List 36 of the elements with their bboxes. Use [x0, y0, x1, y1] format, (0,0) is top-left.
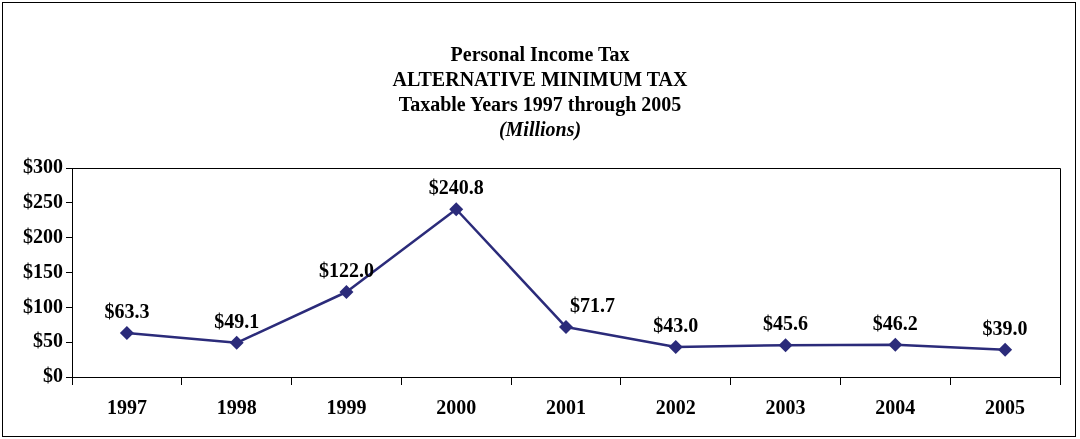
point [668, 340, 683, 355]
x-tick-label: 1998 [216, 396, 257, 419]
data-label: $240.8 [428, 176, 484, 199]
data-label: $49.1 [214, 309, 260, 332]
x-tick-label: 2000 [436, 396, 477, 419]
point [449, 202, 464, 217]
x-tick-label: 2003 [765, 396, 806, 419]
point [339, 285, 354, 300]
y-tick-label: $250 [23, 190, 63, 213]
point [998, 342, 1013, 357]
data-label: $63.3 [104, 300, 150, 323]
y-tick-label: $0 [43, 364, 63, 387]
y-tick-label: $150 [23, 259, 63, 282]
point [119, 325, 134, 340]
x-tick-label: 1999 [326, 396, 367, 419]
x-tick-label: 2001 [546, 396, 586, 419]
x-tick-label: 1997 [106, 396, 147, 419]
data-label: $43.0 [653, 314, 699, 337]
data-label: $46.2 [872, 311, 918, 334]
chart-subtitle: (Millions) [497, 117, 583, 142]
data-label: $71.7 [570, 294, 615, 317]
data-label: $122.0 [318, 259, 374, 282]
point [778, 338, 793, 353]
point [229, 335, 244, 350]
x-tick-label: 2002 [655, 396, 696, 419]
y-tick-label: $200 [23, 224, 63, 247]
data-label: $39.0 [982, 317, 1028, 339]
point [559, 320, 573, 335]
data-label: $45.6 [763, 312, 809, 335]
y-tick-label: $50 [33, 329, 63, 352]
x-tick-label: 2004 [875, 396, 916, 419]
y-tick-label: $100 [23, 294, 63, 317]
chart-title: Personal Income Tax ALTERNATIVE MINIMUM TAX Taxable Years 1997 through 2005 [391, 42, 689, 117]
y-tick-label: $300 [23, 155, 63, 178]
x-tick-label: 2005 [985, 396, 1026, 419]
point [888, 337, 903, 352]
